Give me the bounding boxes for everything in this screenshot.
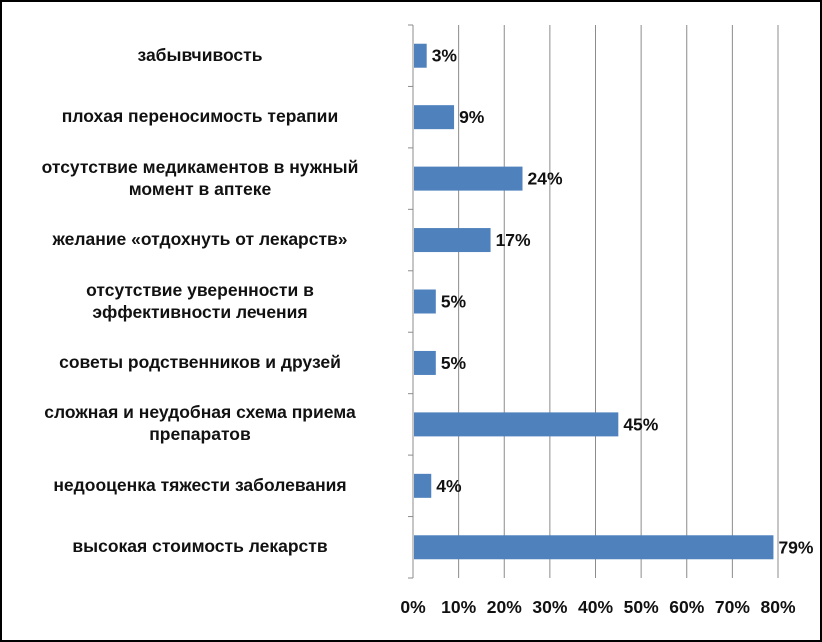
x-tick-label: 20% [487, 597, 522, 617]
category-label: отсутствие медикаментов в нужный момент в… [10, 156, 390, 200]
category-label-line: отсутствие уверенности в [86, 279, 314, 300]
x-tick-label: 60% [669, 597, 704, 617]
category-label-line: высокая стоимость лекарств [72, 536, 328, 557]
category-label-line: недооценка тяжести заболевания [53, 474, 347, 495]
category-label: недооценка тяжести заболевания [10, 474, 390, 496]
category-label: желание «отдохнуть от лекарств» [10, 228, 390, 250]
category-label: плохая переносимость терапии [10, 105, 390, 127]
category-label-line: момент в аптеке [128, 178, 272, 199]
data-label: 79% [778, 537, 813, 557]
x-tick-label: 10% [441, 597, 476, 617]
category-label-line: плохая переносимость терапии [61, 106, 339, 127]
x-tick-label: 50% [624, 597, 659, 617]
x-tick-label: 30% [532, 597, 567, 617]
category-label: высокая стоимость лекарств [10, 535, 390, 557]
data-label: 17% [496, 230, 531, 250]
category-label-line: препаратов [149, 424, 251, 445]
category-label: советы родственников и друзей [10, 351, 390, 373]
x-tick-label: 0% [400, 597, 426, 617]
category-label-line: забывчивость [137, 44, 263, 65]
data-label: 5% [441, 353, 467, 373]
x-tick-label: 70% [715, 597, 750, 617]
bar [414, 228, 491, 253]
bar [414, 105, 455, 130]
bar [414, 289, 436, 314]
category-label-line: сложная и неудобная схема приема [44, 402, 356, 423]
data-label: 24% [528, 169, 563, 189]
category-label-line: советы родственников и друзей [59, 351, 341, 372]
x-tick-label: 40% [578, 597, 613, 617]
category-label-line: отсутствие медикаментов в нужный [41, 156, 359, 177]
data-label: 9% [459, 107, 485, 127]
data-label: 45% [623, 414, 658, 434]
bar [414, 412, 619, 437]
data-label: 3% [432, 46, 458, 66]
bar [414, 350, 436, 375]
category-label: забывчивость [10, 44, 390, 66]
category-label: сложная и неудобная схема приема препарат… [10, 401, 390, 445]
x-tick-label: 80% [760, 597, 795, 617]
bar [414, 535, 774, 560]
data-label: 5% [441, 292, 467, 312]
bar [414, 43, 427, 68]
data-label: 4% [436, 476, 462, 496]
bar [414, 473, 432, 498]
category-label: отсутствие уверенности в эффективности ле… [10, 279, 390, 323]
category-label-line: эффективности лечения [92, 301, 308, 322]
bar [414, 166, 523, 191]
category-label-line: желание «отдохнуть от лекарств» [52, 229, 348, 250]
